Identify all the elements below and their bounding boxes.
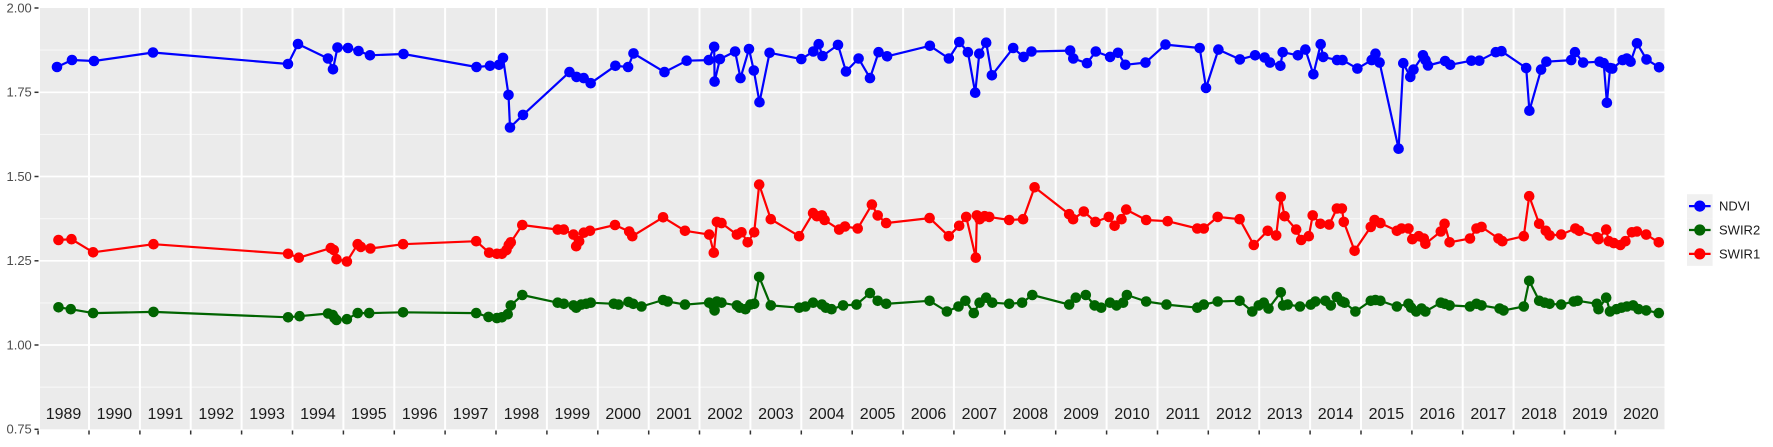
svg-text:2000: 2000 xyxy=(605,406,641,423)
svg-text:1997: 1997 xyxy=(453,406,489,423)
svg-text:1993: 1993 xyxy=(249,406,285,423)
svg-text:1996: 1996 xyxy=(402,406,438,423)
svg-text:1990: 1990 xyxy=(97,406,133,423)
svg-text:2005: 2005 xyxy=(860,406,896,423)
svg-text:2010: 2010 xyxy=(1114,406,1150,423)
svg-text:2007: 2007 xyxy=(962,406,998,423)
svg-text:2017: 2017 xyxy=(1470,406,1506,423)
svg-text:2011: 2011 xyxy=(1166,406,1201,423)
svg-text:2008: 2008 xyxy=(1013,406,1049,423)
svg-text:NDVI: NDVI xyxy=(1719,199,1750,214)
svg-text:2002: 2002 xyxy=(707,406,743,423)
svg-text:1992: 1992 xyxy=(198,406,234,423)
svg-text:2014: 2014 xyxy=(1318,406,1354,423)
svg-text:2004: 2004 xyxy=(809,406,845,423)
svg-text:2009: 2009 xyxy=(1063,406,1099,423)
svg-text:1999: 1999 xyxy=(555,406,591,423)
svg-text:2.00: 2.00 xyxy=(6,0,31,15)
svg-text:2003: 2003 xyxy=(758,406,794,423)
svg-text:1998: 1998 xyxy=(504,406,540,423)
svg-text:2018: 2018 xyxy=(1521,406,1557,423)
svg-text:1995: 1995 xyxy=(351,406,387,423)
svg-text:1.25: 1.25 xyxy=(6,253,31,268)
svg-text:2001: 2001 xyxy=(656,406,692,423)
svg-text:1991: 1991 xyxy=(148,406,184,423)
svg-text:2020: 2020 xyxy=(1623,406,1659,423)
svg-text:0.75: 0.75 xyxy=(6,422,31,437)
svg-text:2015: 2015 xyxy=(1369,406,1405,423)
svg-text:1.50: 1.50 xyxy=(6,169,31,184)
svg-text:2012: 2012 xyxy=(1216,406,1252,423)
svg-text:2016: 2016 xyxy=(1420,406,1456,423)
svg-text:1.00: 1.00 xyxy=(6,337,31,352)
svg-text:1994: 1994 xyxy=(300,406,336,423)
svg-text:1989: 1989 xyxy=(46,406,82,423)
svg-text:SWIR2: SWIR2 xyxy=(1719,223,1760,238)
svg-text:SWIR1: SWIR1 xyxy=(1719,247,1760,262)
svg-text:2019: 2019 xyxy=(1572,406,1608,423)
svg-text:2013: 2013 xyxy=(1267,406,1303,423)
svg-text:2006: 2006 xyxy=(911,406,947,423)
svg-text:1.75: 1.75 xyxy=(6,85,31,100)
